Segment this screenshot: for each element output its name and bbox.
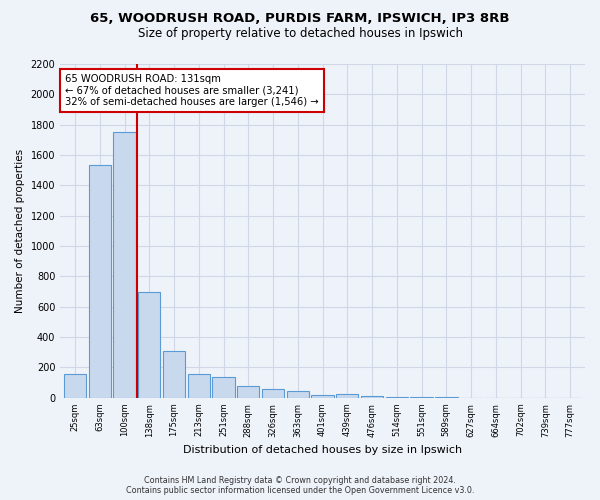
Bar [386, 397, 408, 398]
Bar [237, 386, 259, 398]
Text: 65 WOODRUSH ROAD: 131sqm
← 67% of detached houses are smaller (3,241)
32% of sem: 65 WOODRUSH ROAD: 131sqm ← 67% of detach… [65, 74, 319, 107]
Bar [336, 394, 358, 398]
Text: 65, WOODRUSH ROAD, PURDIS FARM, IPSWICH, IP3 8RB: 65, WOODRUSH ROAD, PURDIS FARM, IPSWICH,… [90, 12, 510, 26]
Bar [64, 374, 86, 398]
Bar [262, 390, 284, 398]
Bar [212, 376, 235, 398]
Bar [138, 292, 160, 398]
Bar [287, 391, 309, 398]
Text: Size of property relative to detached houses in Ipswich: Size of property relative to detached ho… [137, 28, 463, 40]
Bar [89, 165, 111, 398]
Bar [188, 374, 210, 398]
Bar [361, 396, 383, 398]
Y-axis label: Number of detached properties: Number of detached properties [15, 149, 25, 313]
Text: Contains HM Land Registry data © Crown copyright and database right 2024.
Contai: Contains HM Land Registry data © Crown c… [126, 476, 474, 495]
Bar [163, 351, 185, 398]
Bar [410, 397, 433, 398]
X-axis label: Distribution of detached houses by size in Ipswich: Distribution of detached houses by size … [183, 445, 462, 455]
Bar [113, 132, 136, 398]
Bar [311, 395, 334, 398]
